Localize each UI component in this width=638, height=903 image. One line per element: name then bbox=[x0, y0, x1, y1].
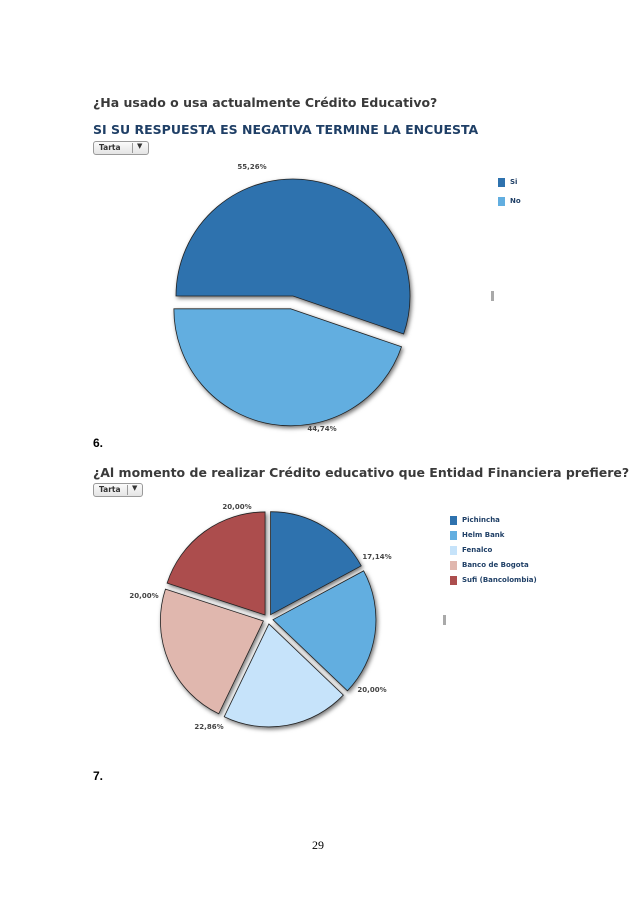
chart2-legend: Pichincha Helm Bank Fenalco Banco de Bogota… bbox=[450, 515, 540, 590]
pie-slice-banco-de-bogota[interactable] bbox=[160, 588, 264, 715]
page-number: 29 bbox=[312, 838, 324, 852]
chart2-pie: 17,14% 20,00% 20,00% 22,86% 20,00% bbox=[129, 503, 391, 731]
legend-label: Si bbox=[510, 178, 518, 186]
chart1-question: ¿Ha usado o usa actualmente Crédito Educ… bbox=[93, 95, 438, 110]
slice-value-label-helm-bank: 20,00% bbox=[222, 503, 251, 511]
slice-value-label-si: 55,26% bbox=[237, 163, 266, 171]
legend-swatch bbox=[498, 178, 505, 187]
section-number-7: 7. bbox=[93, 769, 104, 783]
chevron-down-icon[interactable]: ▼ bbox=[137, 142, 143, 150]
slice-value-label-pichincha: 17,14% bbox=[362, 553, 391, 561]
pie-slice-no[interactable] bbox=[173, 308, 403, 427]
slice-value-label-banco-de-bogota: 22,86% bbox=[194, 723, 223, 731]
legend-label: Helm Bank bbox=[462, 531, 505, 539]
chevron-down-icon[interactable]: ▼ bbox=[132, 484, 138, 492]
pie-slice-fenalco[interactable] bbox=[223, 623, 344, 728]
chart1-scroll-handle[interactable] bbox=[491, 291, 494, 301]
chart1-dropdown-label: Tarta bbox=[99, 143, 121, 152]
chart1-subtitle: SI SU RESPUESTA ES NEGATIVA TERMINE LA E… bbox=[93, 122, 479, 137]
legend-swatch bbox=[498, 197, 505, 206]
legend-label: Fenalco bbox=[462, 546, 493, 554]
legend-label: Sufi (Bancolombia) bbox=[462, 576, 537, 584]
dropdown-separator bbox=[127, 485, 128, 495]
legend-label: Banco de Bogota bbox=[462, 561, 529, 569]
chart2-question: ¿Al momento de realizar Crédito educativ… bbox=[93, 465, 630, 480]
legend-swatch bbox=[450, 561, 457, 570]
slice-value-label-no: 44,74% bbox=[307, 425, 336, 433]
chart2-scroll-handle[interactable] bbox=[443, 615, 446, 625]
slice-value-label-sufi-bancolombia: 20,00% bbox=[357, 686, 386, 694]
chart1-type-dropdown[interactable]: Tarta ▼ bbox=[93, 141, 149, 155]
legend-swatch bbox=[450, 576, 457, 585]
pie-slice-sufi-bancolombia[interactable] bbox=[166, 511, 266, 616]
section-number-6: 6. bbox=[93, 436, 104, 450]
pie-slice-helm-bank[interactable] bbox=[272, 570, 377, 692]
dropdown-separator bbox=[132, 143, 133, 153]
legend-label: No bbox=[510, 197, 521, 205]
legend-swatch bbox=[450, 516, 457, 525]
pie-slice-si[interactable] bbox=[175, 178, 411, 335]
legend-label: Pichincha bbox=[462, 516, 500, 524]
chart2-type-dropdown[interactable]: Tarta ▼ bbox=[93, 483, 143, 497]
slice-value-label-fenalco: 20,00% bbox=[129, 592, 158, 600]
pie-slice-pichincha[interactable] bbox=[270, 511, 362, 616]
legend-swatch bbox=[450, 531, 457, 540]
chart1-pie: 55,26% 44,74% bbox=[173, 163, 411, 433]
legend-swatch bbox=[450, 546, 457, 555]
chart2-dropdown-label: Tarta bbox=[99, 485, 121, 494]
chart1-legend: Si No bbox=[498, 177, 558, 207]
